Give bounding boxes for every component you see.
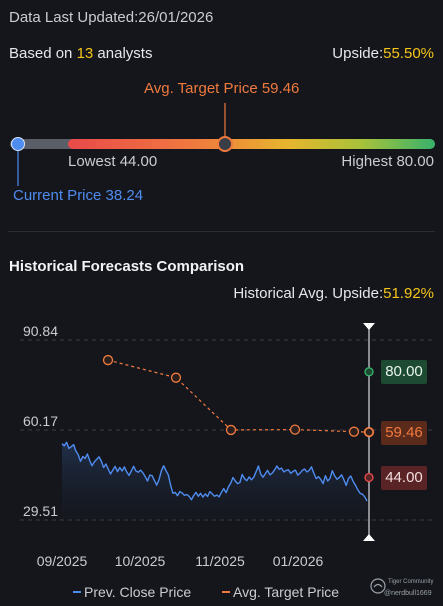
lowest-label: Lowest 44.00 xyxy=(68,153,158,170)
avg-price-tag: 59.46 xyxy=(381,421,427,445)
data-updated-text: Data Last Updated:26/01/2026 xyxy=(9,9,213,26)
range-gradient xyxy=(68,139,435,149)
x-tick-label: 11/2025 xyxy=(195,553,245,569)
cursor-value-marker xyxy=(364,367,374,377)
legend-avg-target-label: Avg. Target Price xyxy=(233,584,339,600)
avg-target-marker xyxy=(217,136,233,152)
watermark-brand: Tiger Community xyxy=(388,579,434,585)
upside-text: Upside:55.50% xyxy=(332,45,434,62)
cursor-bottom-arrow-icon xyxy=(363,534,375,541)
avg-target-point xyxy=(289,424,301,435)
y-tick-label: 60.17 xyxy=(23,413,58,429)
current-price-label: Current Price 38.24 xyxy=(13,187,144,204)
history-title: Historical Forecasts Comparison xyxy=(9,258,245,275)
price-range-bar xyxy=(10,103,435,186)
analysts-suffix: analysts xyxy=(93,45,153,62)
x-tick-label: 09/2025 xyxy=(37,553,88,569)
high-price-tag: 80.00 xyxy=(381,360,427,384)
cursor-value-marker xyxy=(364,472,374,483)
prev-close-line xyxy=(61,441,368,502)
avg-target-line xyxy=(107,359,370,433)
upside-value: 55.50% xyxy=(383,45,434,62)
legend-prev-close-label: Prev. Close Price xyxy=(84,584,191,600)
section-divider xyxy=(8,231,435,232)
watermark-user: @nerdbull1669 xyxy=(384,590,432,597)
y-tick-label: 29.51 xyxy=(23,503,58,519)
price-area xyxy=(62,442,367,520)
x-tick-label: 01/2026 xyxy=(273,553,324,569)
low-price-tag: 44.00 xyxy=(381,466,427,490)
analysts-prefix: Based on xyxy=(9,45,77,62)
upside-label: Upside: xyxy=(332,45,384,62)
history-upside-label: Historical Avg. Upside: xyxy=(233,285,384,302)
y-tick-label: 90.84 xyxy=(23,323,58,339)
avg-target-label: Avg. Target Price 59.46 xyxy=(144,80,300,97)
highest-label: Highest 80.00 xyxy=(341,153,434,170)
cursor-value-marker xyxy=(364,427,374,437)
analysts-count-text: Based on 13 analysts xyxy=(9,45,152,62)
analysts-count: 13 xyxy=(76,45,94,62)
avg-target-point xyxy=(170,372,182,383)
x-tick-label: 10/2025 xyxy=(115,553,166,569)
watermark: Tiger Community @nerdbull1669 xyxy=(366,576,440,602)
avg-target-point xyxy=(102,354,114,366)
history-upside-text: Historical Avg. Upside:51.92% xyxy=(233,285,434,302)
cursor-top-arrow-icon xyxy=(363,323,375,330)
avg-target-point xyxy=(225,424,237,436)
avg-target-point xyxy=(348,426,360,437)
tiger-logo-icon xyxy=(370,578,386,594)
history-upside-value: 51.92% xyxy=(383,285,434,302)
data-updated-date: 26/01/2026 xyxy=(138,9,214,26)
current-price-marker xyxy=(11,137,25,151)
data-updated-label: Data Last Updated: xyxy=(9,9,139,26)
